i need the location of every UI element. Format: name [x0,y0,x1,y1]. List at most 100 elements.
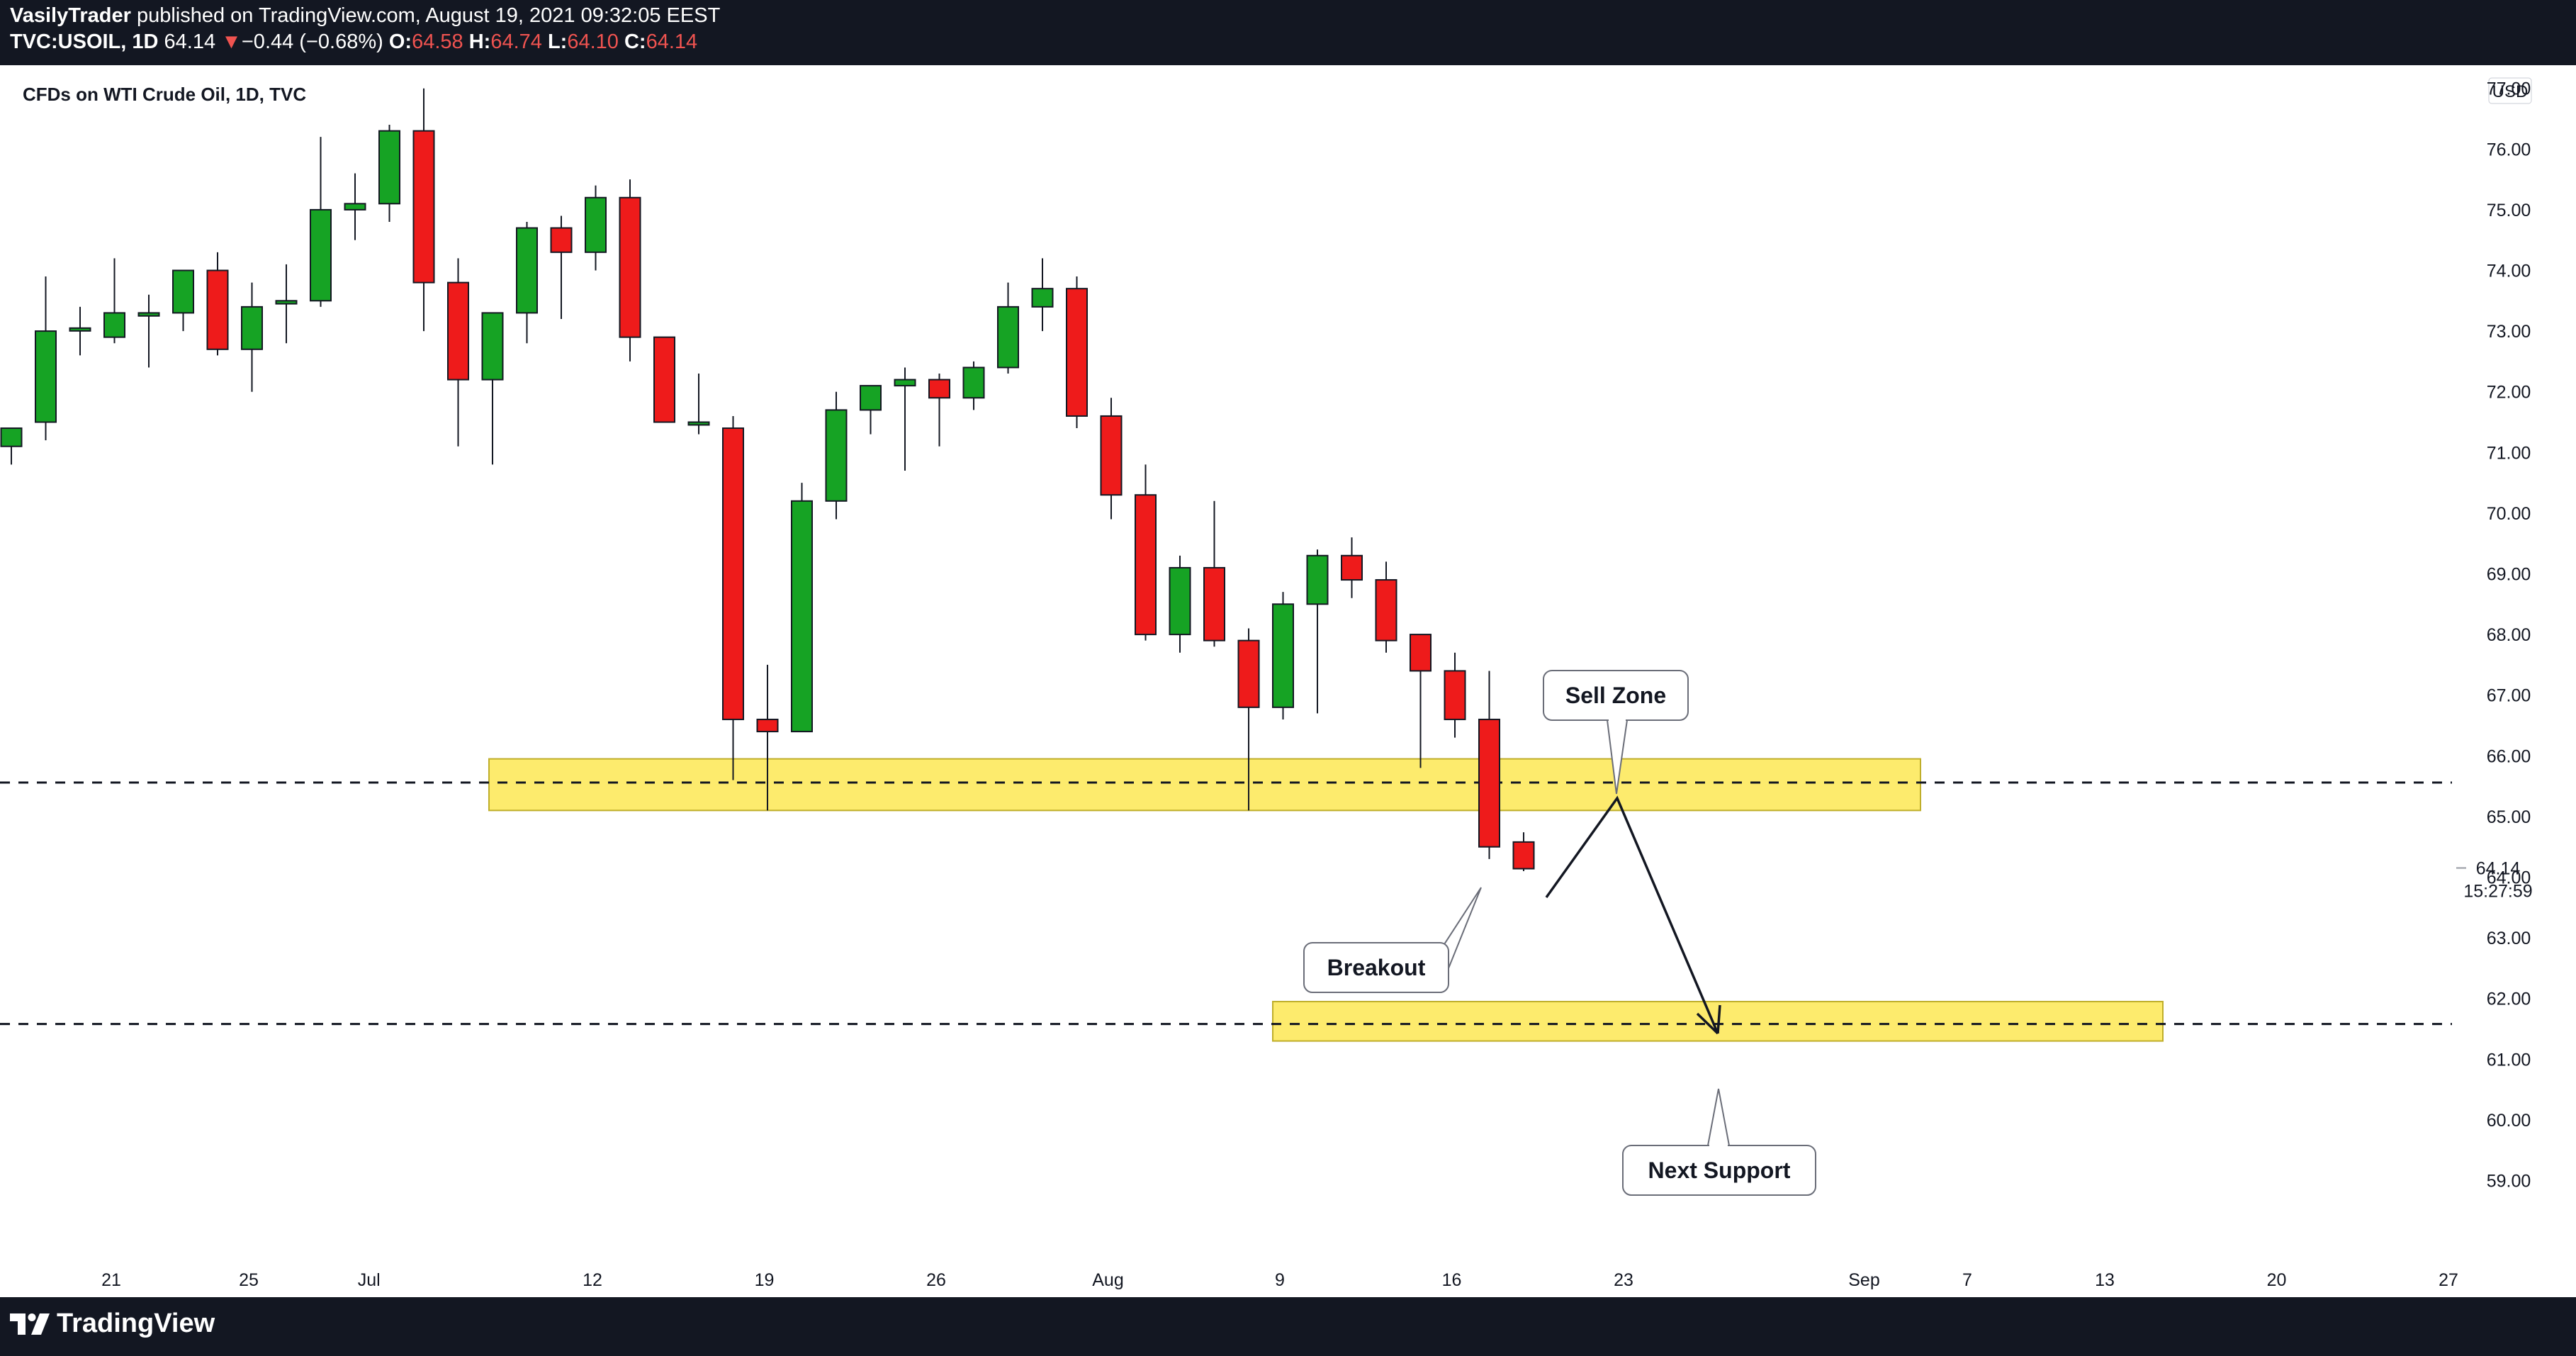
candle-body-down [1478,718,1500,848]
last-price: 64.14 [164,30,216,53]
y-tick-label: 73.00 [2487,322,2531,342]
candle [1066,276,1088,429]
current-price-label: 64.14 [2476,859,2521,879]
x-tick-label: 27 [2439,1270,2458,1290]
candle [619,179,641,362]
sell-zone-callout-label: Sell Zone [1565,683,1666,708]
candle-body-down [1135,494,1157,636]
publish-line: VasilyTrader published on TradingView.co… [10,4,720,28]
candle-body-down [1512,841,1535,870]
candle-body-down [1066,288,1088,417]
tradingview-logo[interactable]: TradingView [10,1309,215,1339]
candle [962,361,985,410]
currency-badge [2488,77,2532,104]
high-value: 64.74 [490,30,542,53]
candle [447,258,469,447]
y-tick-label: 72.00 [2487,383,2531,403]
candle-body-down [550,227,573,253]
candle-body-up [1031,288,1054,308]
candle [791,483,813,733]
candle-body-up [172,269,194,314]
candle-body-up [894,379,916,387]
candle-body-down [412,130,435,284]
y-tick-label: 60.00 [2487,1111,2531,1131]
candle [1031,258,1054,332]
y-tick-label: 70.00 [2487,504,2531,524]
candle-body-down [653,336,675,423]
y-tick-label: 68.00 [2487,625,2531,645]
candle-body-down [206,269,229,350]
candle [172,269,194,332]
candle-body-up [516,227,538,314]
candle [1272,592,1294,719]
low-label: L: [547,30,568,53]
candle-body-up [0,427,23,447]
candle-body-down [1341,554,1363,581]
x-tick-label: 16 [1442,1270,1462,1290]
candle-body-down [722,427,744,720]
change-value: −0.44 (−0.68%) [241,30,383,53]
sell-zone-callout: Sell Zone [1543,670,1689,795]
close-value: 64.14 [646,30,698,53]
y-tick-label: 71.00 [2487,443,2531,463]
candle-body-down [1100,415,1123,496]
candle [928,374,950,447]
x-tick-label: 7 [1962,1270,1972,1290]
candle-body-up [962,366,985,399]
candle-body-up [1306,554,1329,605]
price-axis-bg [2452,65,2576,1297]
chart-title: CFDs on WTI Crude Oil, 1D, TVC [23,84,306,105]
next-support-callout-label: Next Support [1648,1158,1791,1183]
time-axis: 21 25 Jul 12 19 26 Aug 9 16 23 Sep 7 13 20 27 [101,1270,2458,1290]
candle [1512,832,1535,871]
candle [1341,537,1363,598]
x-tick-label: 25 [239,1270,259,1290]
candle [825,391,848,520]
brand-name: TradingView [57,1309,215,1338]
y-tick-label: 62.00 [2487,990,2531,1009]
countdown-label: 15:27:59 [2463,882,2532,902]
x-tick-label: 20 [2267,1270,2287,1290]
open-value: 64.58 [412,30,463,53]
breakout-callout-box [1303,942,1449,993]
x-tick-label: Jul [358,1270,381,1290]
x-tick-label: 23 [1614,1270,1633,1290]
price-axis: USD 59.00 60.00 61.00 62.00 63.00 64.00 65.00 66… [2452,65,2576,1297]
next-support-callout: Next Support [1622,1088,1816,1196]
high-label: H: [468,30,491,53]
candle-body-up [791,500,813,733]
candle [310,137,332,307]
next-support-callout-pointer [1707,1088,1730,1146]
candle [35,276,57,441]
arrowhead-icon [1696,1004,1721,1035]
author-name[interactable]: VasilyTrader [10,4,131,27]
candle [275,264,298,344]
candle-body-up [1272,603,1294,708]
candle-body-up [997,306,1019,369]
candle-body-down [1375,579,1397,641]
y-tick-label: 67.00 [2487,686,2531,706]
candle-body-up [103,312,125,338]
candle [344,173,366,240]
candle-body-up [35,330,57,423]
annotations-layer: Sell Zone Breakout Next Support [1303,670,1816,1196]
candle [687,374,710,435]
symbol-line: TVC:USOIL, 1D 64.14 ▼−0.44 (−0.68%) O:64… [10,30,697,54]
breakout-callout: Breakout [1303,887,1482,993]
candle-body-down [756,718,779,733]
projection-arrow [1545,795,1719,1034]
candle [103,258,125,344]
y-tick-label: 59.00 [2487,1172,2531,1192]
y-tick-label: 65.00 [2487,807,2531,827]
candle [241,282,263,392]
candle [1375,561,1397,653]
candle-body-up [241,306,263,350]
currency-label: USD [2492,82,2529,101]
y-tick-label: 77.00 [2487,79,2531,99]
candle [0,427,23,465]
candles-layer [0,88,1535,871]
candle [1203,500,1225,647]
candle-body-down [1237,639,1260,708]
